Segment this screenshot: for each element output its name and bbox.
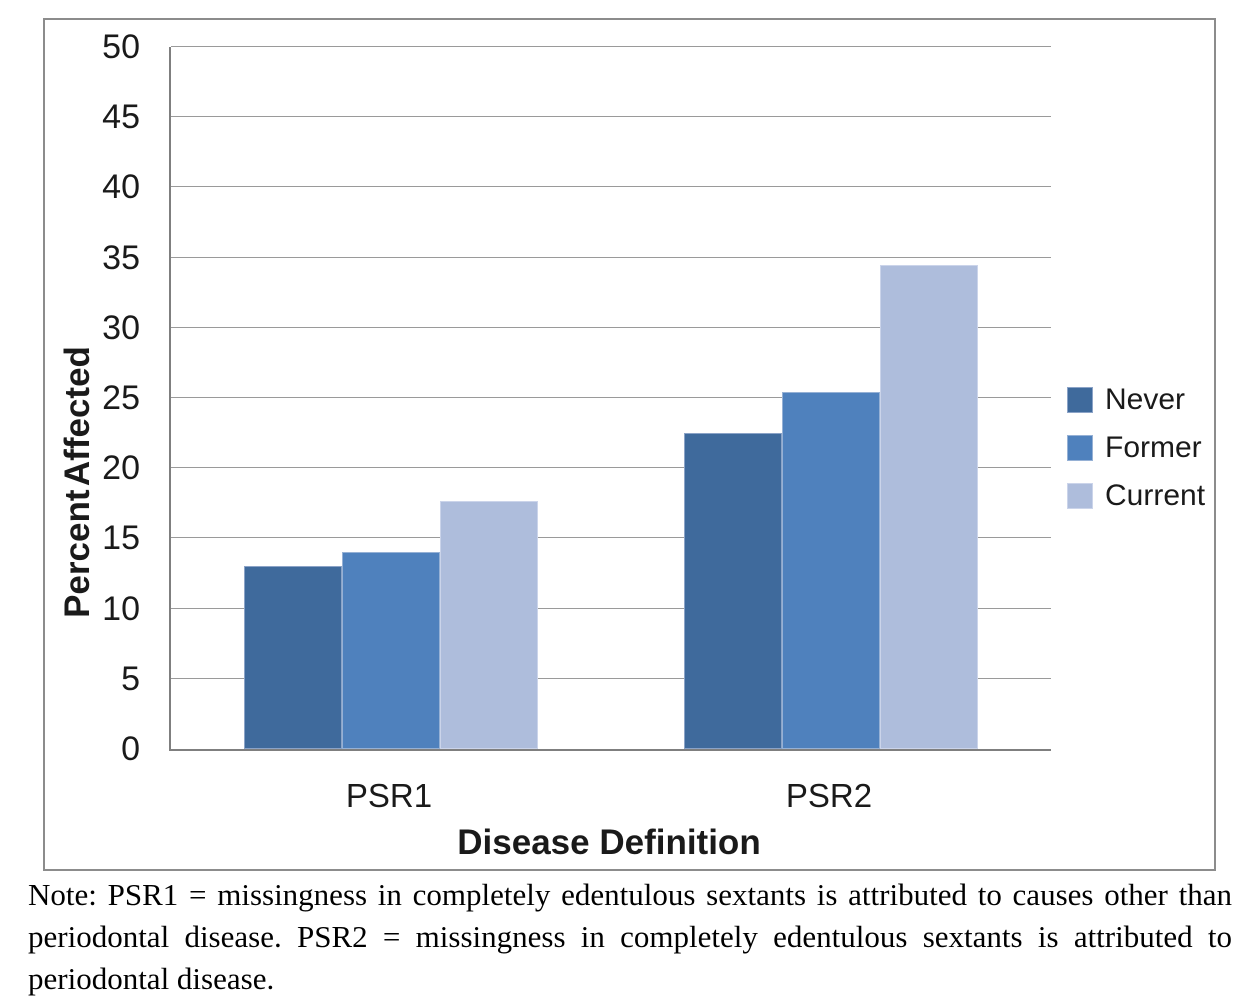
gridline-10 (171, 607, 1051, 609)
gridline-30 (171, 326, 1051, 328)
gridline-5 (171, 677, 1051, 679)
y-tick-label-15: 15 (102, 519, 140, 558)
y-tick-label-10: 10 (102, 589, 140, 628)
bar-chart: Percent Affected 0 5 10 15 20 25 30 35 40 45 50 PS… (43, 18, 1216, 871)
legend-item-never: Never (1067, 383, 1205, 417)
bar-psr1-current (440, 500, 538, 749)
bar-psr2-former (782, 392, 880, 749)
y-tick-label-50: 50 (102, 28, 140, 66)
legend: Never Former Current (1067, 383, 1205, 527)
legend-label-never: Never (1105, 383, 1186, 416)
legend-item-former: Former (1067, 431, 1205, 465)
bar-psr2-current (880, 264, 978, 749)
x-axis-title: Disease Definition (457, 823, 761, 862)
gridline-45 (171, 116, 1051, 118)
y-tick-label-45: 45 (102, 98, 140, 137)
x-tick-label-psr2: PSR2 (785, 777, 873, 814)
plot-area (169, 46, 1051, 751)
note-line: periodontal disease. (28, 961, 275, 996)
y-tick-label-0: 0 (121, 730, 140, 768)
bar-psr1-former (342, 552, 440, 749)
y-tick-label-30: 30 (102, 308, 140, 347)
gridline-20 (171, 467, 1051, 469)
legend-swatch-former-icon (1067, 435, 1093, 461)
y-tick-label-20: 20 (102, 449, 140, 488)
legend-swatch-current-icon (1067, 483, 1093, 509)
gridline-25 (171, 397, 1051, 398)
y-tick-label-5: 5 (121, 659, 140, 698)
bar-psr1-never (244, 566, 342, 749)
legend-swatch-never-icon (1067, 387, 1093, 413)
y-tick-label-25: 25 (102, 379, 140, 417)
y-tick-label-40: 40 (102, 168, 140, 207)
legend-label-former: Former (1105, 431, 1202, 464)
bar-psr2-never (684, 433, 782, 749)
legend-item-current: Current (1067, 479, 1205, 513)
gridline-15 (171, 537, 1051, 539)
y-tick-label-35: 35 (102, 238, 140, 277)
gridline-50 (171, 46, 1051, 47)
figure-note: Note: PSR1 = missingness in completely e… (28, 874, 1232, 1000)
note-line: periodontal disease. PSR2 = missingness … (28, 919, 1232, 954)
note-line: Note: PSR1 = missingness in completely e… (28, 877, 1232, 912)
gridline-35 (171, 256, 1051, 258)
gridline-40 (171, 186, 1051, 188)
legend-label-current: Current (1105, 479, 1206, 512)
x-tick-label-psr1: PSR1 (345, 777, 433, 814)
